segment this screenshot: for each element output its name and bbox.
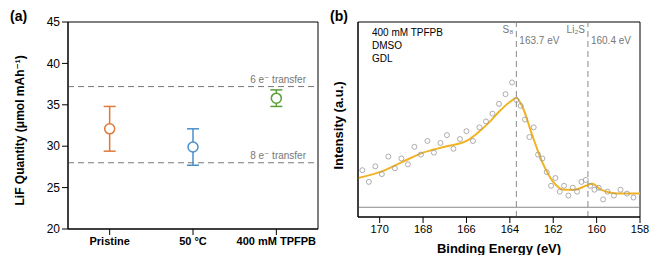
- html-text:DMSO: DMSO: [372, 40, 402, 51]
- html-text:400 mM TPFPB: 400 mM TPFPB: [372, 27, 443, 38]
- svg-text:Li₂S: Li₂S: [567, 24, 586, 35]
- svg-text:LiF Quantity (μmol mAh⁻¹): LiF Quantity (μmol mAh⁻¹): [13, 55, 27, 205]
- svg-text:170: 170: [371, 223, 389, 235]
- svg-text:20: 20: [47, 222, 61, 236]
- svg-text:S₈: S₈: [503, 24, 514, 35]
- svg-text:162: 162: [544, 223, 562, 235]
- svg-text:Pristine: Pristine: [89, 235, 129, 247]
- svg-text:50 °C: 50 °C: [179, 235, 207, 247]
- svg-text:Binding Energy (eV): Binding Energy (eV): [437, 241, 561, 255]
- html-text:(b): (b): [330, 8, 348, 24]
- svg-text:166: 166: [457, 223, 475, 235]
- svg-text:160.4 eV: 160.4 eV: [591, 35, 631, 46]
- svg-text:8 e⁻ transfer: 8 e⁻ transfer: [250, 150, 307, 161]
- svg-text:164: 164: [501, 223, 519, 235]
- svg-text:6 e⁻ transfer: 6 e⁻ transfer: [250, 74, 307, 85]
- svg-text:35: 35: [47, 98, 61, 112]
- svg-text:158: 158: [631, 223, 649, 235]
- svg-text:45: 45: [47, 15, 61, 29]
- svg-text:30: 30: [47, 139, 61, 153]
- html-text:GDL: GDL: [372, 53, 393, 64]
- svg-text:163.7 eV: 163.7 eV: [519, 35, 559, 46]
- html-text:(a): (a): [10, 8, 28, 24]
- svg-text:400 mM TPFPB: 400 mM TPFPB: [237, 235, 317, 247]
- svg-text:160: 160: [587, 223, 605, 235]
- svg-text:40: 40: [47, 57, 61, 71]
- svg-text:Intensity (a.u.): Intensity (a.u.): [331, 81, 346, 169]
- svg-text:168: 168: [414, 223, 432, 235]
- svg-text:25: 25: [47, 181, 61, 195]
